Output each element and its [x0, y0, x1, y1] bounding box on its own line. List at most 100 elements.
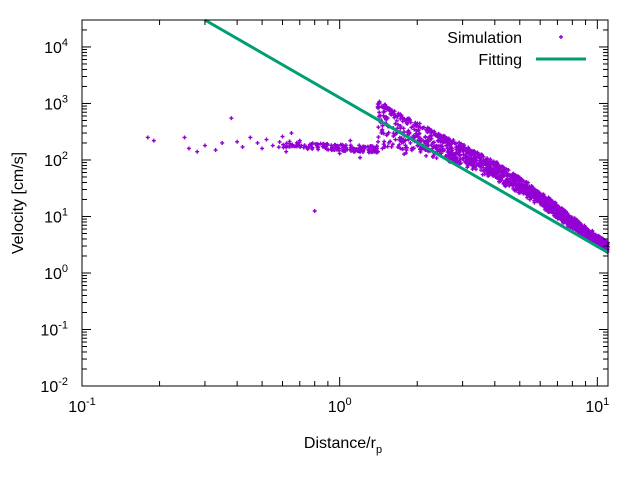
scatter-point	[570, 225, 575, 230]
scatter-point	[580, 225, 585, 230]
scatter-point	[331, 147, 336, 152]
scatter-point	[532, 198, 537, 203]
scatter-point	[409, 125, 414, 130]
scatter-point	[525, 195, 530, 200]
scatter-point	[385, 132, 390, 137]
scatter-point	[394, 118, 399, 123]
scatter-point	[361, 146, 366, 151]
scatter-point	[559, 206, 564, 211]
scatter-point	[408, 117, 413, 122]
scatter-point	[520, 183, 525, 188]
scatter-point	[393, 121, 398, 126]
y-tick-label: 102	[44, 150, 68, 170]
scatter-point	[591, 231, 596, 236]
scatter-point	[504, 171, 509, 176]
scatter-point	[541, 196, 546, 201]
scatter-point	[351, 146, 356, 151]
scatter-point	[380, 123, 385, 128]
scatter-point	[415, 121, 420, 126]
scatter-point	[535, 189, 540, 194]
scatter-point	[385, 144, 390, 149]
scatter-point	[284, 149, 289, 154]
scatter-point	[264, 137, 269, 142]
scatter-point	[434, 143, 439, 148]
scatter-point	[349, 148, 354, 153]
scatter-point	[404, 145, 409, 150]
scatter-point	[451, 138, 456, 143]
scatter-point	[466, 149, 471, 154]
scatter-point	[473, 167, 478, 172]
scatter-point	[464, 159, 469, 164]
scatter-point	[428, 129, 432, 134]
legend-scatter-point	[559, 35, 563, 39]
scatter-point	[410, 146, 415, 151]
scatter-point	[475, 150, 480, 155]
scatter-point	[381, 131, 386, 136]
scatter-point	[276, 145, 281, 150]
scatter-point	[318, 141, 323, 146]
scatter-point	[289, 131, 294, 136]
scatter-point	[423, 134, 428, 139]
scatter-point	[551, 201, 556, 206]
scatter-point	[297, 138, 302, 143]
scatter-point	[430, 154, 435, 159]
scatter-point	[495, 161, 500, 166]
scatter-point	[396, 111, 401, 116]
scatter-point	[568, 220, 573, 225]
scatter-point	[281, 145, 286, 150]
scatter-point	[532, 187, 537, 192]
scatter-point	[500, 171, 505, 176]
scatter-point	[377, 110, 382, 115]
scatter-point	[420, 126, 425, 131]
scatter-point	[471, 163, 476, 168]
scatter-point	[417, 131, 422, 136]
scatter-point	[479, 152, 484, 157]
scatter-point	[524, 182, 529, 187]
scatter-point	[404, 121, 409, 126]
scatter-point	[572, 227, 577, 232]
scatter-point	[438, 133, 443, 138]
scatter-point	[544, 198, 549, 203]
scatter-point	[392, 109, 397, 114]
scatter-point	[538, 201, 543, 206]
x-tick-label: 101	[585, 396, 609, 416]
scatter-point	[335, 143, 340, 148]
scatter-point	[495, 176, 500, 181]
scatter-point	[357, 149, 362, 154]
scatter-point	[336, 148, 341, 153]
scatter-point	[375, 104, 380, 109]
scatter-point	[391, 131, 396, 136]
scatter-point	[436, 132, 441, 137]
scatter-point	[395, 145, 400, 150]
x-tick-label: 10-1	[68, 396, 96, 416]
scatter-point	[312, 209, 317, 214]
scatter-point	[255, 140, 260, 145]
scatter-point	[457, 140, 462, 145]
scatter-point	[307, 142, 312, 147]
scatter-point	[441, 136, 446, 141]
scatter-point	[151, 138, 156, 143]
scatter-point	[504, 180, 509, 185]
scatter-point	[403, 143, 408, 148]
scatter-point	[503, 167, 508, 172]
scatter-point	[453, 141, 458, 146]
y-tick-label: 10-1	[40, 319, 68, 339]
scatter-point	[584, 226, 589, 231]
scatter-point	[554, 214, 559, 219]
scatter-point	[399, 113, 404, 118]
scatter-point	[240, 144, 245, 149]
scatter-point	[358, 155, 363, 160]
scatter-point	[484, 157, 489, 162]
scatter-point	[434, 156, 439, 161]
scatter-point	[563, 208, 568, 213]
scatter-point	[294, 144, 299, 149]
fitting-line	[204, 18, 609, 254]
scatter-point	[601, 239, 606, 244]
scatter-point	[145, 135, 150, 140]
scatter-point	[436, 139, 441, 144]
scatter-point	[383, 102, 388, 107]
scatter-point	[556, 205, 561, 210]
scatter-point	[355, 147, 360, 152]
scatter-point	[301, 145, 306, 150]
scatter-point	[565, 213, 570, 218]
